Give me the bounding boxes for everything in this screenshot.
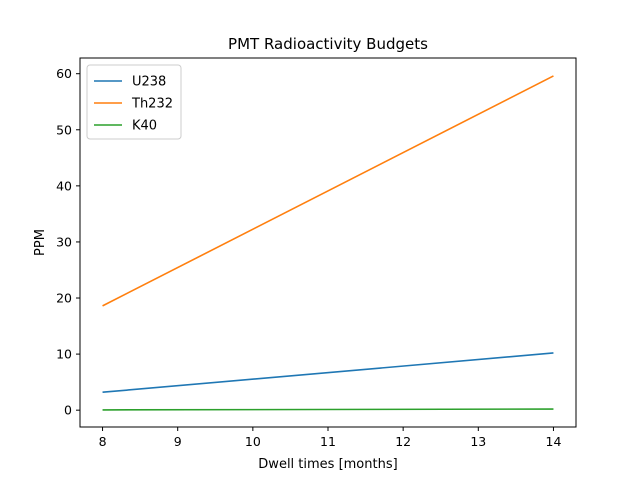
y-axis-ticks: 0 10 20 30 40 50 60 — [56, 66, 80, 418]
series-line-k40 — [102, 408, 554, 411]
y-tick-label: 0 — [64, 403, 72, 418]
y-tick-label: 40 — [56, 178, 72, 193]
y-tick-label: 50 — [56, 122, 72, 137]
y-tick-label: 20 — [56, 291, 72, 306]
x-axis-label: Dwell times [months] — [258, 457, 397, 472]
chart-title: PMT Radioactivity Budgets — [228, 35, 428, 53]
legend-label-k40: K40 — [132, 119, 157, 134]
series-line-u238 — [102, 352, 554, 394]
x-tick-label: 8 — [99, 434, 107, 449]
y-tick-label: 10 — [56, 347, 72, 362]
x-tick-label: 13 — [470, 434, 486, 449]
legend-box — [86, 64, 182, 140]
x-tick-label: 12 — [395, 434, 411, 449]
x-tick-label: 10 — [245, 434, 261, 449]
y-axis-label: PPM — [33, 229, 48, 256]
legend-label-u238: U238 — [132, 75, 166, 90]
legend-label-th232: Th232 — [131, 97, 173, 112]
legend: U238 Th232 K40 — [86, 64, 182, 140]
series-line-th232 — [102, 75, 554, 307]
x-tick-label: 11 — [320, 434, 336, 449]
y-tick-label: 60 — [56, 66, 72, 81]
x-axis-ticks: 8 9 10 11 12 13 14 — [99, 427, 562, 449]
x-tick-label: 9 — [174, 434, 182, 449]
y-tick-label: 30 — [56, 234, 72, 249]
plot-lines — [102, 75, 554, 411]
x-tick-label: 14 — [546, 434, 562, 449]
